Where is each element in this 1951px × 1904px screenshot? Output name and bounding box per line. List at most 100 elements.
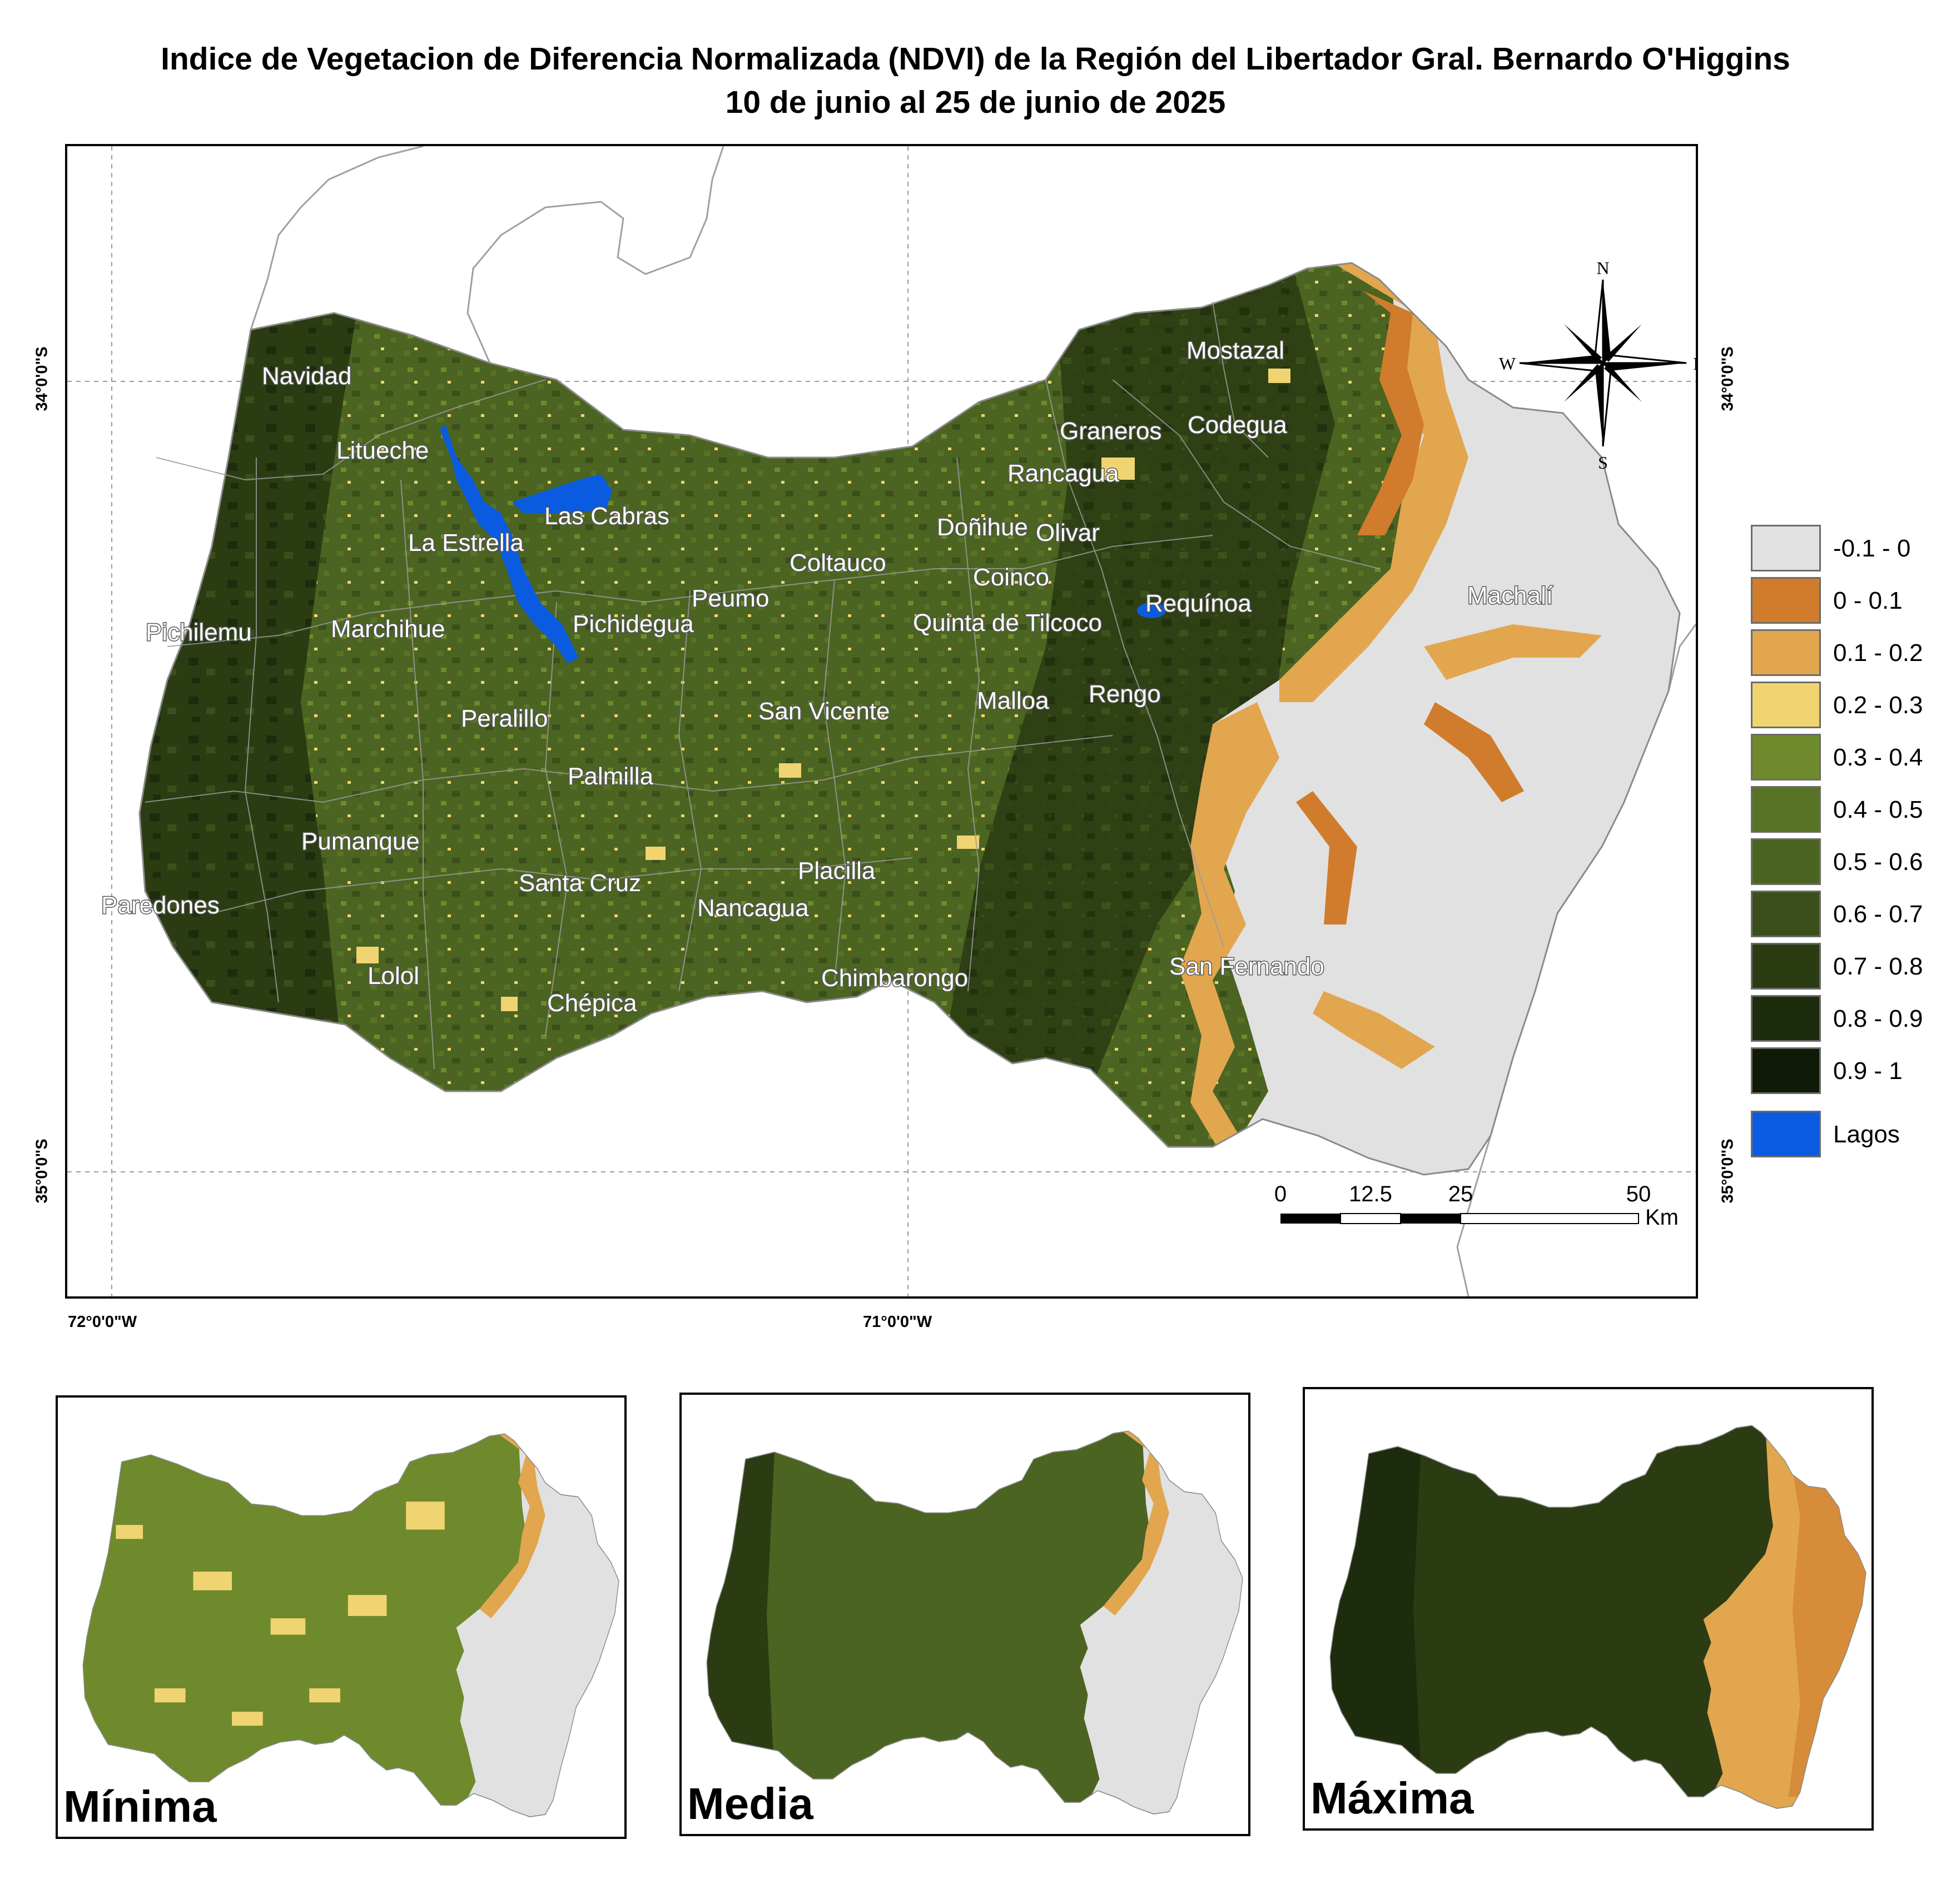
main-ndvi-map: Navidad Litueche La Estrella Las Cabras Pich… <box>65 144 1698 1299</box>
legend-swatch <box>1751 838 1821 885</box>
legend-swatch <box>1751 525 1821 571</box>
lat-label-top-right: 34°0'0"S <box>1719 346 1737 411</box>
commune-label: Lolol <box>368 962 419 990</box>
legend-item: 0.6 - 0.7 <box>1751 888 1929 941</box>
commune-label: Pichilemu <box>146 619 252 646</box>
lat-label-top-left: 34°0'0"S <box>33 346 51 411</box>
lon-label-left: 72°0'0"W <box>68 1313 137 1331</box>
legend-label: 0.3 - 0.4 <box>1833 744 1923 771</box>
scale-bar: 0 12.5 25 50 Km <box>1274 1182 1679 1230</box>
legend-item: -0.1 - 0 <box>1751 523 1929 575</box>
legend-label: 0.4 - 0.5 <box>1833 796 1923 823</box>
commune-label: Chimbarongo <box>821 965 968 992</box>
commune-label: Pumanque <box>301 828 420 855</box>
commune-label: Olivar <box>1036 519 1100 546</box>
commune-label: Chépica <box>547 990 637 1017</box>
commune-label: Doñihue <box>937 514 1028 541</box>
commune-labels: Navidad Litueche La Estrella Las Cabras Pich… <box>101 336 1555 1018</box>
commune-label: Palmilla <box>568 763 654 790</box>
legend-item: 0.7 - 0.8 <box>1751 941 1929 993</box>
commune-label: Codegua <box>1188 411 1287 439</box>
inset-minima-map <box>82 1433 619 1817</box>
commune-label: Peralillo <box>461 705 548 732</box>
commune-label: Mostazal <box>1187 337 1284 364</box>
lat-label-bottom-right: 35°0'0"S <box>1719 1139 1737 1204</box>
legend-swatch <box>1751 1047 1821 1094</box>
legend-swatch <box>1751 734 1821 781</box>
commune-label: Coltauco <box>790 549 886 576</box>
legend-label: 0 - 0.1 <box>1833 587 1903 614</box>
legend-swatch <box>1751 629 1821 676</box>
scale-tick-25: 25 <box>1448 1182 1473 1206</box>
north-label: N <box>1596 258 1609 278</box>
map-subtitle: 10 de junio al 25 de junio de 2025 <box>725 84 1226 120</box>
legend-label: -0.1 - 0 <box>1833 535 1911 562</box>
commune-label: Marchihue <box>331 615 445 643</box>
commune-label: Pichidegua <box>573 610 694 638</box>
legend-label: Lagos <box>1833 1121 1900 1148</box>
inset-media-map <box>706 1430 1243 1814</box>
commune-label: Coinco <box>973 564 1049 591</box>
commune-label: Graneros <box>1060 417 1161 445</box>
commune-label: Quinta de Tilcoco <box>913 609 1102 637</box>
legend-item: 0 - 0.1 <box>1751 575 1929 627</box>
commune-label: Las Cabras <box>544 503 669 530</box>
commune-label: La Estrella <box>408 529 524 556</box>
commune-label: Peumo <box>692 585 769 612</box>
lat-label-bottom-left: 35°0'0"S <box>33 1139 51 1204</box>
legend-label: 0.5 - 0.6 <box>1833 848 1923 876</box>
legend-item: 0.8 - 0.9 <box>1751 993 1929 1045</box>
legend-item: 0.9 - 1 <box>1751 1045 1929 1097</box>
commune-label: Navidad <box>262 362 351 390</box>
map-canvas: Navidad Litueche La Estrella Las Cabras Pich… <box>67 146 1696 1296</box>
scale-tick-0: 0 <box>1274 1182 1287 1206</box>
commune-label: Requínoa <box>1145 590 1252 617</box>
inset-maxima-map <box>1329 1425 1866 1809</box>
legend-label: 0.9 - 1 <box>1833 1057 1903 1085</box>
scale-unit: Km <box>1645 1205 1679 1230</box>
legend-item: 0.4 - 0.5 <box>1751 784 1929 836</box>
inset-label-media: Media <box>687 1779 813 1828</box>
scale-tick-12-5: 12.5 <box>1349 1182 1392 1206</box>
commune-label: Nancagua <box>697 894 809 922</box>
map-title: Indice de Vegetacion de Diferencia Norma… <box>161 41 1790 77</box>
legend-label: 0.6 - 0.7 <box>1833 901 1923 928</box>
south-label: S <box>1598 453 1608 473</box>
legend-swatch <box>1751 891 1821 937</box>
legend-label: 0.8 - 0.9 <box>1833 1005 1923 1032</box>
commune-label: Rancagua <box>1007 460 1119 487</box>
legend-swatch <box>1751 786 1821 833</box>
legend-item: 0.2 - 0.3 <box>1751 679 1929 732</box>
legend-item: Lagos <box>1751 1108 1929 1161</box>
commune-label: Placilla <box>798 857 876 884</box>
legend-item: 0.3 - 0.4 <box>1751 732 1929 784</box>
lon-label-right: 71°0'0"W <box>863 1313 932 1331</box>
commune-label: Paredones <box>101 892 220 919</box>
commune-label: Machalí <box>1467 582 1553 609</box>
legend-label: 0.2 - 0.3 <box>1833 692 1923 719</box>
commune-label: San Vicente <box>758 698 890 725</box>
legend-swatch <box>1751 577 1821 624</box>
legend-swatch <box>1751 943 1821 990</box>
inset-label-maxima: Máxima <box>1310 1773 1474 1823</box>
inset-label-minima: Mínima <box>63 1782 217 1831</box>
commune-label: San Fernando <box>1169 953 1324 980</box>
lakes <box>440 424 1166 663</box>
legend-swatch <box>1751 1111 1821 1157</box>
commune-label: Malloa <box>977 687 1049 714</box>
inset-maxima: Máxima <box>1303 1387 1874 1831</box>
east-label: E <box>1693 354 1696 374</box>
commune-boundaries <box>145 301 1380 1070</box>
inset-media: Media <box>679 1393 1250 1836</box>
legend-item: 0.5 - 0.6 <box>1751 836 1929 888</box>
north-arrow: N S E W <box>1499 258 1696 473</box>
inset-minima: Mínima <box>56 1395 627 1839</box>
legend-label: 0.1 - 0.2 <box>1833 639 1923 667</box>
legend-label: 0.7 - 0.8 <box>1833 953 1923 980</box>
west-label: W <box>1499 354 1516 374</box>
commune-label: Santa Cruz <box>519 869 641 897</box>
legend-swatch <box>1751 682 1821 728</box>
legend: -0.1 - 0 0 - 0.1 0.1 - 0.2 0.2 - 0.3 0.3 - 0… <box>1751 523 1929 1161</box>
commune-label: Litueche <box>336 437 429 464</box>
legend-item: 0.1 - 0.2 <box>1751 627 1929 679</box>
